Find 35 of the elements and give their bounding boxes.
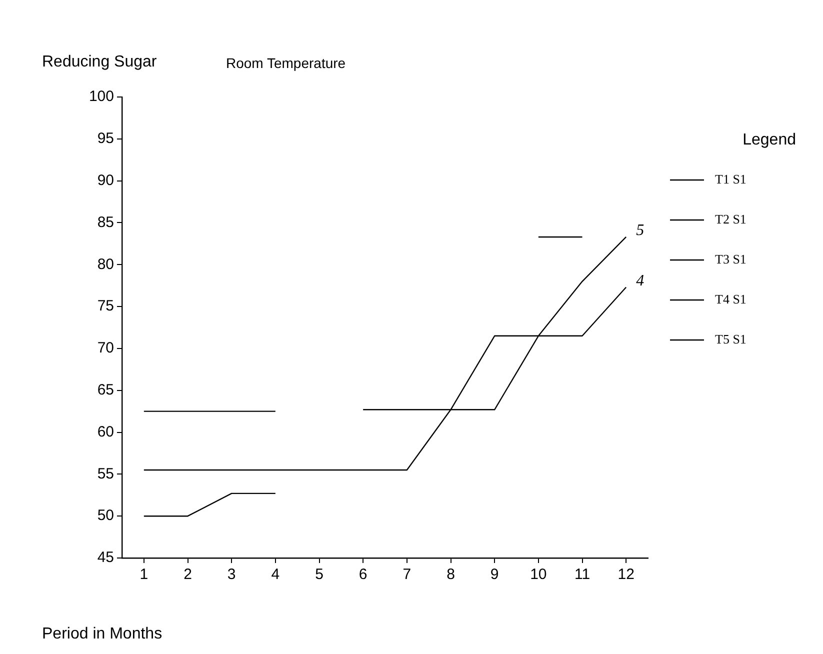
x-tick-label: 2 [184, 566, 192, 584]
legend-label: T2 S1 [715, 211, 746, 226]
y-tick-label: 80 [97, 256, 114, 273]
y-tick-label: 100 [88, 88, 114, 106]
x-tick-label: 6 [358, 566, 368, 584]
legend-label: T5 S1 [715, 331, 746, 346]
y-tick-label: 95 [97, 130, 114, 148]
y-tick-label: 45 [97, 549, 114, 566]
x-tick-label: 1 [140, 566, 148, 584]
y-tick-label: 55 [97, 465, 114, 482]
x-axis-title: Period in Months [42, 625, 162, 642]
x-tick-label: 5 [315, 566, 324, 584]
y-axis-title: Reducing Sugar [42, 53, 158, 70]
x-tick-label: 12 [618, 566, 634, 584]
y-tick-label: 60 [97, 423, 114, 440]
y-tick-label: 75 [97, 298, 114, 315]
legend-label: T1 S1 [715, 171, 746, 186]
y-tick-label: 70 [97, 340, 114, 357]
x-tick-label: 11 [574, 566, 590, 584]
legend-label: T3 S1 [715, 251, 746, 266]
x-tick-label: 10 [530, 566, 547, 584]
x-tick-label: 7 [402, 566, 412, 584]
annotation: 4 [636, 272, 644, 290]
y-tick-label: 65 [97, 382, 114, 399]
y-tick-label: 90 [97, 172, 114, 189]
annotation: 5 [636, 222, 644, 240]
x-tick-label: 9 [490, 566, 499, 584]
legend-label: T4 S1 [715, 291, 746, 306]
x-tick-label: 3 [227, 566, 236, 584]
x-tick-label: 4 [271, 566, 280, 584]
chart-title: Room Temperature [226, 54, 346, 71]
y-tick-label: 50 [97, 507, 114, 524]
x-tick-label: 8 [446, 566, 455, 584]
legend-title: Legend [742, 131, 796, 148]
y-tick-label: 85 [97, 214, 114, 231]
